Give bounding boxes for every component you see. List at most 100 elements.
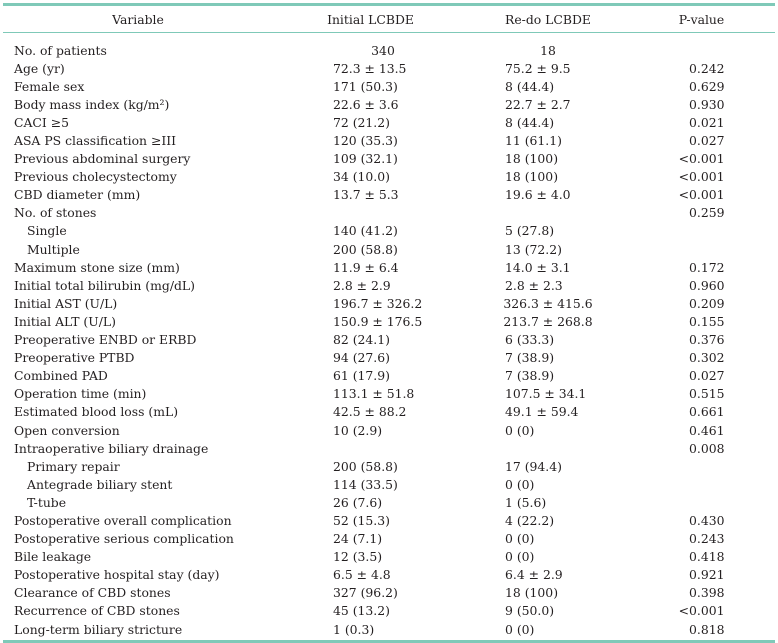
initial-lcbde-value: 26 (7.6)	[333, 494, 383, 510]
table-row: CBD diameter (mm) 13.7 ± 5.3 19.6 ± 4.0 <0.…	[3, 186, 775, 204]
initial-lcbde-value: 12 (3.5)	[333, 549, 383, 565]
initial-lcbde-value: 196.7 ± 326.2	[333, 295, 423, 311]
redo-lcbde-cell: 17 (94.4)	[468, 459, 628, 474]
p-value-cell: 0.398	[628, 585, 775, 600]
p-value-cell: <0.001	[628, 169, 775, 184]
redo-lcbde-cell: 13 (72.2)	[468, 242, 628, 257]
p-value-value: 0.021	[689, 114, 725, 130]
cell-variable: Open conversion	[14, 422, 120, 438]
table-row: Estimated blood loss (mL) 42.5 ± 88.2 49.1…	[3, 403, 775, 421]
header-p-value: P-value	[678, 11, 725, 27]
table-row: Clearance of CBD stones 327 (96.2) 18 (100…	[3, 584, 775, 602]
redo-lcbde-cell: 9 (50.0)	[468, 603, 628, 618]
initial-lcbde-cell: 24 (7.1)	[298, 531, 468, 546]
header-initial-lcbde: Initial LCBDE	[327, 11, 414, 27]
p-value-cell: 0.155	[628, 314, 775, 329]
redo-lcbde-cell: 19.6 ± 4.0	[468, 187, 628, 202]
table-row: Preoperative ENBD or ERBD 82 (24.1) 6 (33.…	[3, 331, 775, 349]
initial-lcbde-cell: 150.9 ± 176.5	[298, 314, 468, 329]
p-value-cell: 0.515	[628, 386, 775, 401]
cell-variable: Previous cholecystectomy	[14, 169, 177, 185]
redo-lcbde-value: 213.7 ± 268.8	[503, 313, 593, 329]
p-value-cell: <0.001	[628, 603, 775, 618]
p-value-value: 0.629	[689, 78, 725, 94]
p-value-cell: 0.818	[628, 622, 775, 637]
p-value-value: 0.302	[689, 350, 725, 366]
redo-lcbde-value: 19.6 ± 4.0	[505, 187, 571, 203]
cell-variable: CACI ≥5	[14, 114, 70, 130]
table-row: Recurrence of CBD stones 45 (13.2) 9 (50.0…	[3, 602, 775, 620]
table-row: Primary repair 200 (58.8) 17 (94.4)	[3, 457, 775, 475]
initial-lcbde-value: 150.9 ± 176.5	[333, 313, 423, 329]
table-row: Postoperative serious complication 24 (7.…	[3, 530, 775, 548]
p-value-value: 0.960	[689, 277, 725, 293]
initial-lcbde-cell: 13.7 ± 5.3	[298, 187, 468, 202]
initial-lcbde-value: 72.3 ± 13.5	[333, 60, 407, 76]
initial-lcbde-cell: 200 (58.8)	[298, 242, 468, 257]
p-value-value: 0.418	[689, 549, 725, 565]
redo-lcbde-value: 7 (38.9)	[505, 368, 555, 384]
initial-lcbde-cell: 1 (0.3)	[298, 622, 468, 637]
p-value-cell: 0.661	[628, 404, 775, 419]
table-row: Initial total bilirubin (mg/dL) 2.8 ± 2.9…	[3, 276, 775, 294]
p-value-cell: 0.172	[628, 260, 775, 275]
initial-lcbde-value: 114 (33.5)	[333, 476, 398, 492]
p-value-cell: <0.001	[628, 187, 775, 202]
redo-lcbde-cell: 18 (100)	[468, 585, 628, 600]
initial-lcbde-cell: 196.7 ± 326.2	[298, 296, 468, 311]
table-row: CACI ≥5 72 (21.2) 8 (44.4) 0.021	[3, 113, 775, 131]
cell-variable: CBD diameter (mm)	[14, 187, 141, 203]
redo-lcbde-value: 8 (44.4)	[505, 114, 555, 130]
table-row: Body mass index (kg/m²) 22.6 ± 3.6 22.7 ± …	[3, 95, 775, 113]
cell-variable: Initial AST (U/L)	[14, 295, 118, 311]
table-row: Open conversion 10 (2.9) 0 (0) 0.461	[3, 421, 775, 439]
table-row: No. of patients 340 18	[3, 41, 775, 59]
cell-variable: No. of patients	[14, 42, 107, 58]
redo-lcbde-cell: 4 (22.2)	[468, 513, 628, 528]
initial-lcbde-value: 24 (7.1)	[333, 531, 383, 547]
initial-lcbde-cell: 11.9 ± 6.4	[298, 260, 468, 275]
cell-variable: Clearance of CBD stones	[14, 585, 171, 601]
p-value-cell: 0.430	[628, 513, 775, 528]
redo-lcbde-cell: 14.0 ± 3.1	[468, 260, 628, 275]
initial-lcbde-cell: 340	[298, 43, 468, 58]
p-value-cell: 0.008	[628, 441, 775, 456]
cell-variable: Antegrade biliary stent	[27, 476, 173, 492]
table-row: Combined PAD 61 (17.9) 7 (38.9) 0.027	[3, 367, 775, 385]
redo-lcbde-value: 0 (0)	[505, 422, 535, 438]
table-body: No. of patients 340 18 Age (yr) 72.3 ± 13.5 7…	[3, 33, 775, 638]
initial-lcbde-value: 45 (13.2)	[333, 603, 390, 619]
redo-lcbde-value: 49.1 ± 59.4	[505, 404, 579, 420]
initial-lcbde-cell: 72 (21.2)	[298, 115, 468, 130]
initial-lcbde-value: 120 (35.3)	[333, 133, 398, 149]
redo-lcbde-value: 2.8 ± 2.3	[505, 277, 563, 293]
table-row: Multiple 200 (58.8) 13 (72.2)	[3, 240, 775, 258]
table-row: Intraoperative biliary drainage 0.008	[3, 439, 775, 457]
p-value-value: 0.243	[689, 531, 725, 547]
initial-lcbde-value: 13.7 ± 5.3	[333, 187, 399, 203]
cell-variable: Initial ALT (U/L)	[14, 313, 116, 329]
initial-lcbde-cell: 171 (50.3)	[298, 79, 468, 94]
redo-lcbde-cell: 107.5 ± 34.1	[468, 386, 628, 401]
p-value-cell: 0.376	[628, 332, 775, 347]
initial-lcbde-cell: 200 (58.8)	[298, 459, 468, 474]
initial-lcbde-value: 34 (10.0)	[333, 169, 390, 185]
initial-lcbde-cell: 34 (10.0)	[298, 169, 468, 184]
p-value-value: 0.155	[689, 313, 725, 329]
table-row: Operation time (min) 113.1 ± 51.8 107.5 ± …	[3, 385, 775, 403]
p-value-cell: <0.001	[628, 151, 775, 166]
redo-lcbde-value: 4 (22.2)	[505, 512, 555, 528]
p-value-cell: 0.027	[628, 133, 775, 148]
initial-lcbde-value: 2.8 ± 2.9	[333, 277, 391, 293]
p-value-value: 0.376	[689, 332, 725, 348]
table-row: T-tube 26 (7.6) 1 (5.6)	[3, 493, 775, 511]
redo-lcbde-value: 18	[540, 42, 556, 58]
p-value-cell	[628, 242, 775, 257]
table-row: ASA PS classification ≥III 120 (35.3) 11 (…	[3, 131, 775, 149]
cell-variable: ASA PS classification ≥III	[14, 133, 177, 149]
redo-lcbde-value: 17 (94.4)	[505, 458, 562, 474]
p-value-cell: 0.629	[628, 79, 775, 94]
cell-variable: Estimated blood loss (mL)	[14, 404, 179, 420]
p-value-value: 0.008	[689, 440, 725, 456]
p-value-value: 0.259	[689, 205, 725, 221]
